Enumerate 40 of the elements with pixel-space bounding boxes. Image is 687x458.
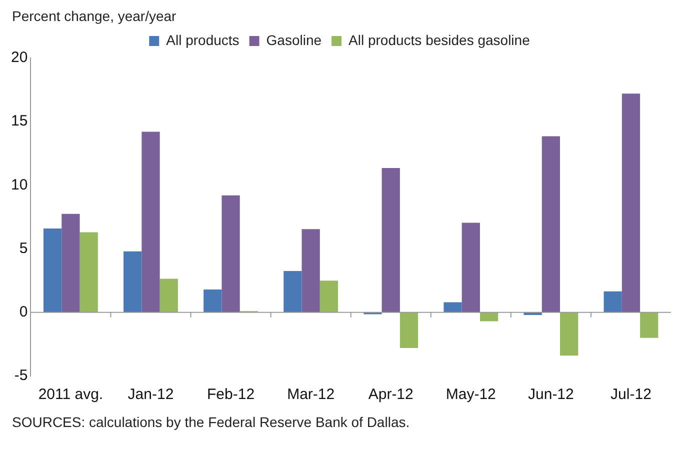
y-tick-label: 15 [10, 112, 28, 130]
bar [222, 195, 240, 312]
bar [462, 222, 480, 312]
bar [604, 291, 622, 312]
x-tick-label: Apr-12 [368, 386, 414, 404]
x-tick-label: Mar-12 [287, 386, 335, 404]
legend-label: Gasoline [266, 32, 322, 48]
bar [302, 229, 320, 312]
bar [160, 278, 178, 312]
bar [542, 136, 560, 312]
legend-label: All products besides gasoline [348, 32, 530, 48]
y-tick-label: 0 [19, 304, 28, 321]
x-tick-label: Jun-12 [528, 386, 574, 404]
x-tick-label: 2011 avg. [38, 386, 104, 404]
bar [622, 94, 640, 312]
bar [444, 302, 462, 312]
bar [560, 312, 578, 356]
bar [62, 214, 80, 312]
legend-label: All products [166, 32, 240, 48]
x-tick-label: Feb-12 [207, 386, 255, 404]
y-tick-label: 5 [19, 240, 28, 257]
bar [640, 312, 658, 338]
bar [382, 168, 400, 312]
bar [142, 132, 160, 312]
source-note: SOURCES: calculations by the Federal Reserve Bank of Dallas. [12, 414, 411, 430]
y-axis-title: Percent change, year/year [12, 8, 178, 24]
x-tick-label: Jul-12 [610, 386, 652, 404]
bar [43, 228, 62, 312]
x-tick-label: May-12 [446, 386, 496, 404]
bar [284, 271, 302, 312]
y-tick-label: -5 [14, 367, 28, 384]
y-tick-label: 20 [10, 49, 28, 66]
bar [400, 312, 418, 348]
bar [480, 312, 498, 322]
bar [204, 290, 222, 312]
bar [124, 251, 142, 312]
bar [320, 280, 338, 312]
y-tick-label: 10 [10, 176, 28, 194]
bar [80, 232, 98, 312]
x-tick-label: Jan-12 [128, 386, 174, 404]
